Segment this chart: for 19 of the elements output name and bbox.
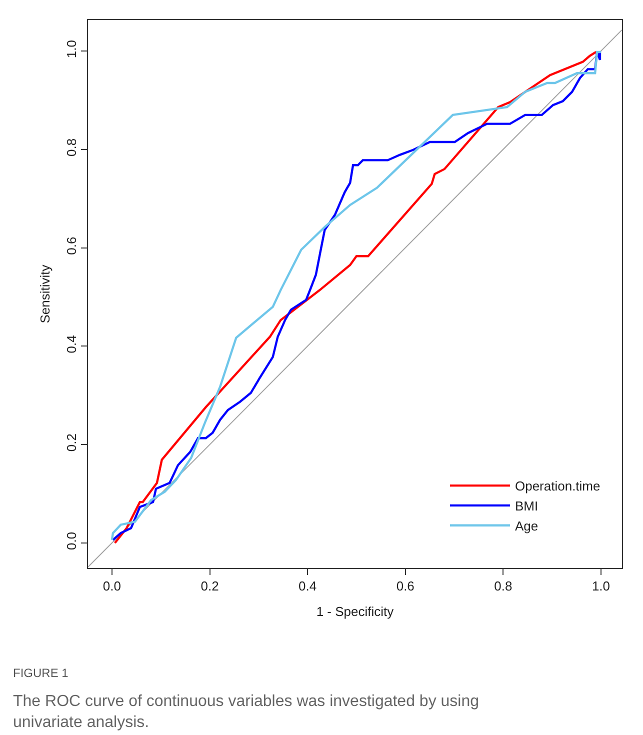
x-tick-label: 0.8 [494, 578, 512, 594]
legend-label: BMI [514, 498, 538, 514]
legend-label: Operation.time [514, 478, 600, 494]
y-tick-label: 0.4 [64, 335, 79, 354]
caption: FIGURE 1 [13, 666, 69, 680]
y-tick-label: 0.2 [64, 434, 79, 452]
y-tick-label: 0.6 [64, 236, 79, 255]
y-tick-label: 1.0 [64, 40, 79, 58]
x-axis-title: 1 - Specificity [316, 604, 394, 620]
legend-label: Age [514, 518, 538, 534]
x-tick-label: 1.0 [592, 578, 610, 594]
y-tick-label: 0.0 [64, 532, 79, 550]
text: The ROC curve of continuous variables was investigated by using univariate analysis. [13, 693, 480, 731]
y-tick-label: 0.8 [64, 138, 79, 156]
x-tick-label: 0.4 [298, 578, 317, 594]
x-tick-label: 0.0 [102, 578, 121, 594]
x-tick-label: 0.6 [396, 578, 414, 594]
x-tick-label: 0.2 [200, 578, 219, 594]
y-axis-title: Sensitivity [38, 264, 53, 324]
